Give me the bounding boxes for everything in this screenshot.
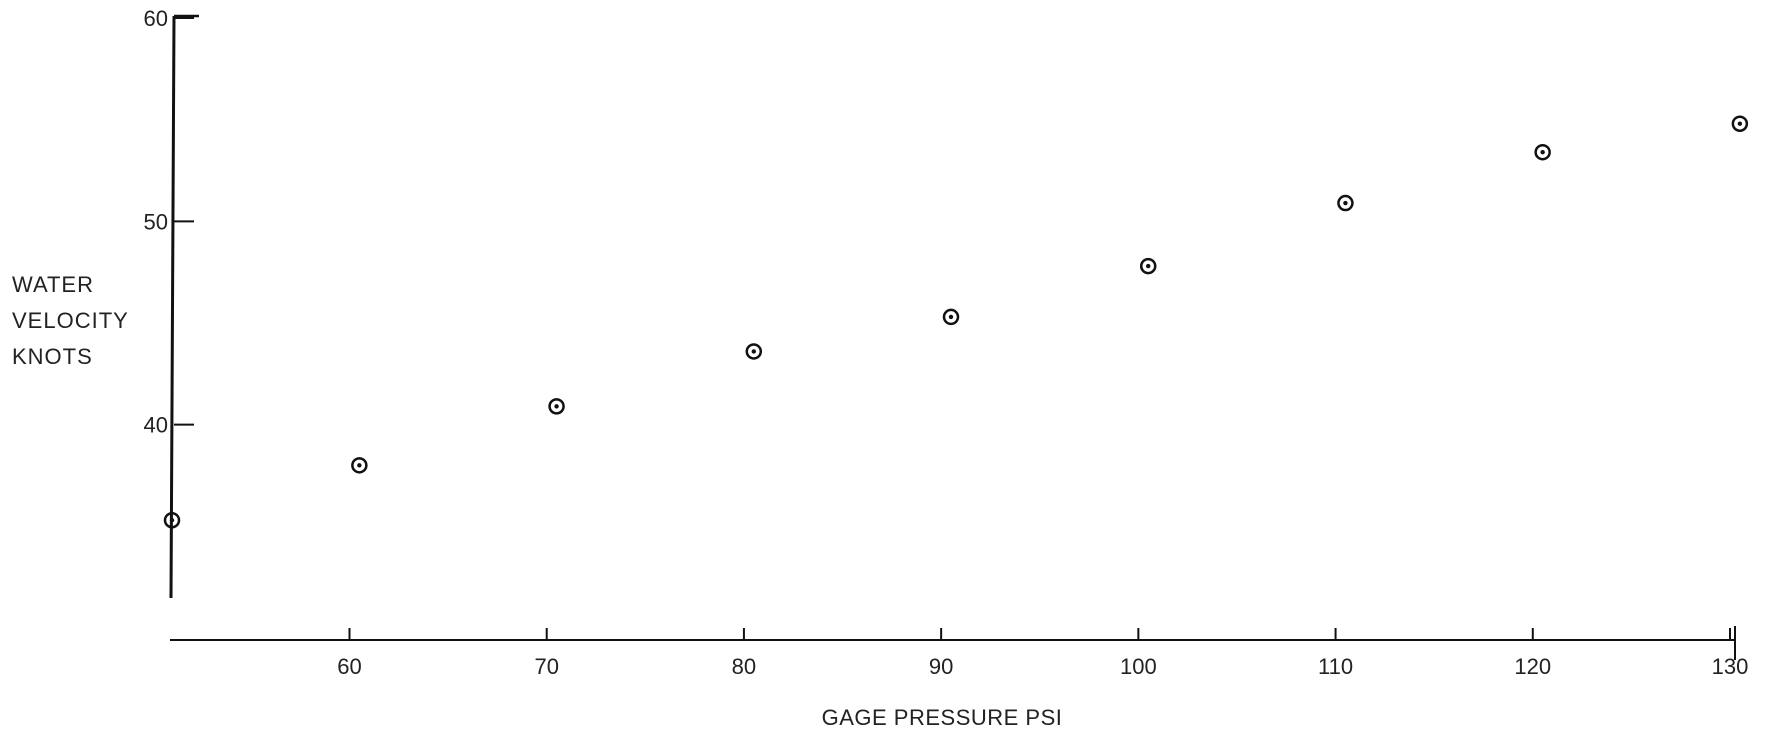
y-tick-label-0: 40 (144, 413, 168, 438)
y-tick-label-2: 60 (144, 6, 168, 31)
data-point-1 (351, 457, 368, 474)
data-points (163, 115, 1749, 529)
x-tick-label-1: 70 (534, 654, 558, 679)
x-tick-label-4: 100 (1120, 654, 1157, 679)
y-axis-label-line-1: WATER (12, 272, 94, 297)
ticks: 40 50 60 60 70 80 90 100 110 120 130 (144, 6, 1749, 679)
y-tick-label-1: 50 (144, 209, 168, 234)
y-axis-line (169, 15, 176, 599)
y-axis-label: WATER VELOCITY KNOTS (12, 272, 129, 369)
y-axis-label-line-2: VELOCITY (12, 308, 129, 333)
x-tick-label-2: 80 (732, 654, 756, 679)
data-point-3 (745, 343, 763, 360)
x-tick-label-0: 60 (337, 654, 361, 679)
x-axis-label: GAGE PRESSURE PSI (822, 705, 1063, 730)
y-axis-label-line-3: KNOTS (12, 344, 93, 369)
x-tick-label-7: 130 (1712, 654, 1749, 679)
x-tick-label-3: 90 (929, 654, 953, 679)
data-point-7 (1534, 143, 1551, 161)
data-point-8 (1731, 115, 1749, 132)
x-tick-label-5: 110 (1318, 654, 1353, 679)
data-point-2 (548, 398, 565, 415)
data-point-6 (1337, 194, 1354, 212)
x-tick-label-6: 120 (1514, 654, 1551, 679)
data-point-5 (1139, 257, 1157, 275)
data-point-4 (942, 308, 960, 326)
axes (169, 14, 1736, 660)
data-point-0 (163, 511, 181, 529)
